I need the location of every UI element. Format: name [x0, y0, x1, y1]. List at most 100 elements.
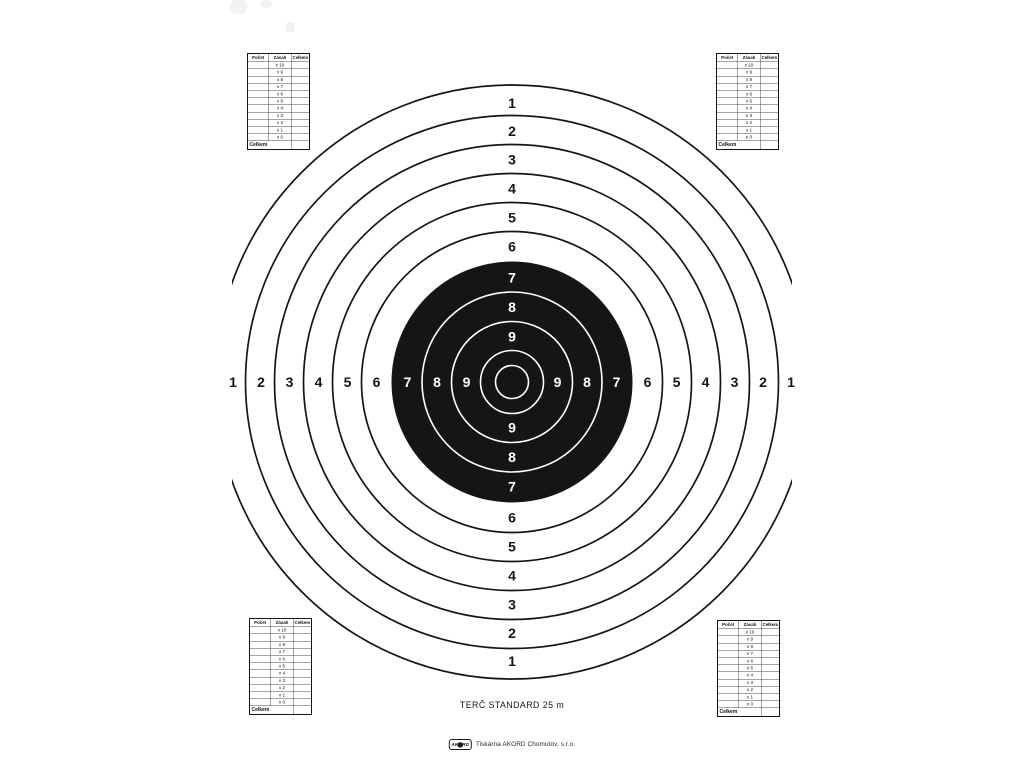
- empty-cell: [761, 628, 780, 637]
- empty-cell: [247, 90, 269, 98]
- empty-cell: [291, 75, 310, 84]
- ring-number: 9: [508, 328, 516, 344]
- table-row: x 5: [717, 664, 780, 673]
- empty-cell: [717, 657, 739, 665]
- scan-artifact: [261, 0, 272, 8]
- empty-cell: [760, 61, 779, 70]
- target-title: TERČ STANDARD 25 m: [459, 700, 565, 710]
- ring-number: 1: [508, 95, 516, 111]
- empty-cell: [247, 83, 269, 91]
- empty-cell: [717, 642, 739, 651]
- empty-cell: [249, 676, 271, 685]
- multiplier-cell: x 10: [737, 61, 761, 70]
- empty-cell: [760, 83, 779, 91]
- ring-number: 6: [373, 374, 381, 390]
- empty-cell: [291, 97, 310, 106]
- ring-number: 2: [257, 374, 265, 390]
- ring-number: 7: [508, 269, 516, 285]
- ring-number: 7: [508, 478, 516, 494]
- multiplier-cell: x 9: [738, 635, 762, 644]
- table-row: x 4: [716, 104, 779, 113]
- multiplier-cell: x 3: [737, 111, 761, 120]
- ring-number: 4: [508, 180, 516, 196]
- table-row: x 3: [247, 111, 310, 120]
- ring-number: 5: [508, 538, 516, 554]
- empty-cell: [717, 635, 739, 644]
- ring-number: 9: [554, 374, 562, 390]
- ring-number: 4: [508, 567, 516, 583]
- multiplier-cell: x 4: [737, 104, 761, 113]
- table-footer-cell: Celkem: [247, 140, 292, 150]
- empty-cell: [760, 75, 779, 84]
- empty-cell: [716, 111, 738, 120]
- ring-number: 5: [673, 374, 681, 390]
- multiplier-cell: x 8: [268, 75, 292, 84]
- empty-cell: [717, 628, 739, 637]
- printer-text: Tiskárna AKORD Chomutov, s.r.o.: [475, 741, 576, 748]
- multiplier-cell: x 6: [270, 655, 294, 663]
- empty-cell: [761, 664, 780, 673]
- ring-number: 2: [508, 625, 516, 641]
- table-row: x 7: [249, 648, 312, 656]
- multiplier-cell: x 9: [270, 633, 294, 642]
- multiplier-cell: x 0: [270, 698, 294, 707]
- table-header-cell: Celkem: [761, 620, 780, 629]
- multiplier-cell: x 1: [737, 126, 761, 134]
- ring-circle: [302, 172, 722, 592]
- empty-cell: [761, 671, 780, 680]
- multiplier-cell: x 0: [738, 700, 762, 709]
- ring-number: 7: [613, 374, 621, 390]
- empty-cell: [291, 140, 310, 150]
- multiplier-cell: x 8: [738, 642, 762, 651]
- empty-cell: [716, 104, 738, 113]
- empty-cell: [247, 133, 269, 142]
- ring-number: 1: [508, 653, 516, 669]
- multiplier-cell: x 6: [737, 90, 761, 98]
- table-row: x 4: [249, 669, 312, 678]
- table-row: x 0: [717, 700, 780, 709]
- empty-cell: [293, 684, 312, 692]
- empty-cell: [761, 642, 780, 651]
- table-row: x 0: [249, 698, 312, 707]
- empty-cell: [716, 90, 738, 98]
- ring-number: 3: [731, 374, 739, 390]
- table-header-cell: Počet: [716, 53, 738, 62]
- inner-ring-circle: [421, 291, 603, 473]
- table-row: x 9: [716, 68, 779, 77]
- empty-cell: [761, 700, 780, 709]
- empty-cell: [761, 635, 780, 644]
- empty-cell: [293, 626, 312, 635]
- ring-number: 7: [404, 374, 412, 390]
- table-header-cell: Počet: [249, 618, 271, 627]
- table-row: x 6: [716, 90, 779, 98]
- multiplier-cell: x 7: [738, 650, 762, 658]
- table-row: x 7: [717, 650, 780, 658]
- multiplier-cell: x 7: [737, 83, 761, 91]
- multiplier-cell: x 8: [270, 640, 294, 649]
- table-row: x 4: [247, 104, 310, 113]
- empty-cell: [249, 655, 271, 663]
- table-row: x 2: [249, 684, 312, 692]
- empty-cell: [716, 97, 738, 106]
- printer-credit-line: AKORD Tiskárna AKORD Chomutov, s.r.o.: [448, 739, 576, 750]
- empty-cell: [249, 691, 271, 699]
- table-row: x 1: [716, 126, 779, 134]
- empty-cell: [249, 684, 271, 692]
- multiplier-cell: x 6: [738, 657, 762, 665]
- ring-number: 8: [508, 299, 516, 315]
- empty-cell: [760, 90, 779, 98]
- empty-cell: [716, 119, 738, 127]
- scan-artifact: [230, 0, 247, 14]
- inner-ring-circle: [450, 320, 574, 444]
- empty-cell: [761, 650, 780, 658]
- multiplier-cell: x 1: [268, 126, 292, 134]
- multiplier-cell: x 5: [270, 662, 294, 671]
- ring-number: 9: [463, 374, 471, 390]
- ring-number: 8: [583, 374, 591, 390]
- empty-cell: [716, 83, 738, 91]
- multiplier-cell: x 0: [737, 133, 761, 142]
- table-row: x 7: [716, 83, 779, 91]
